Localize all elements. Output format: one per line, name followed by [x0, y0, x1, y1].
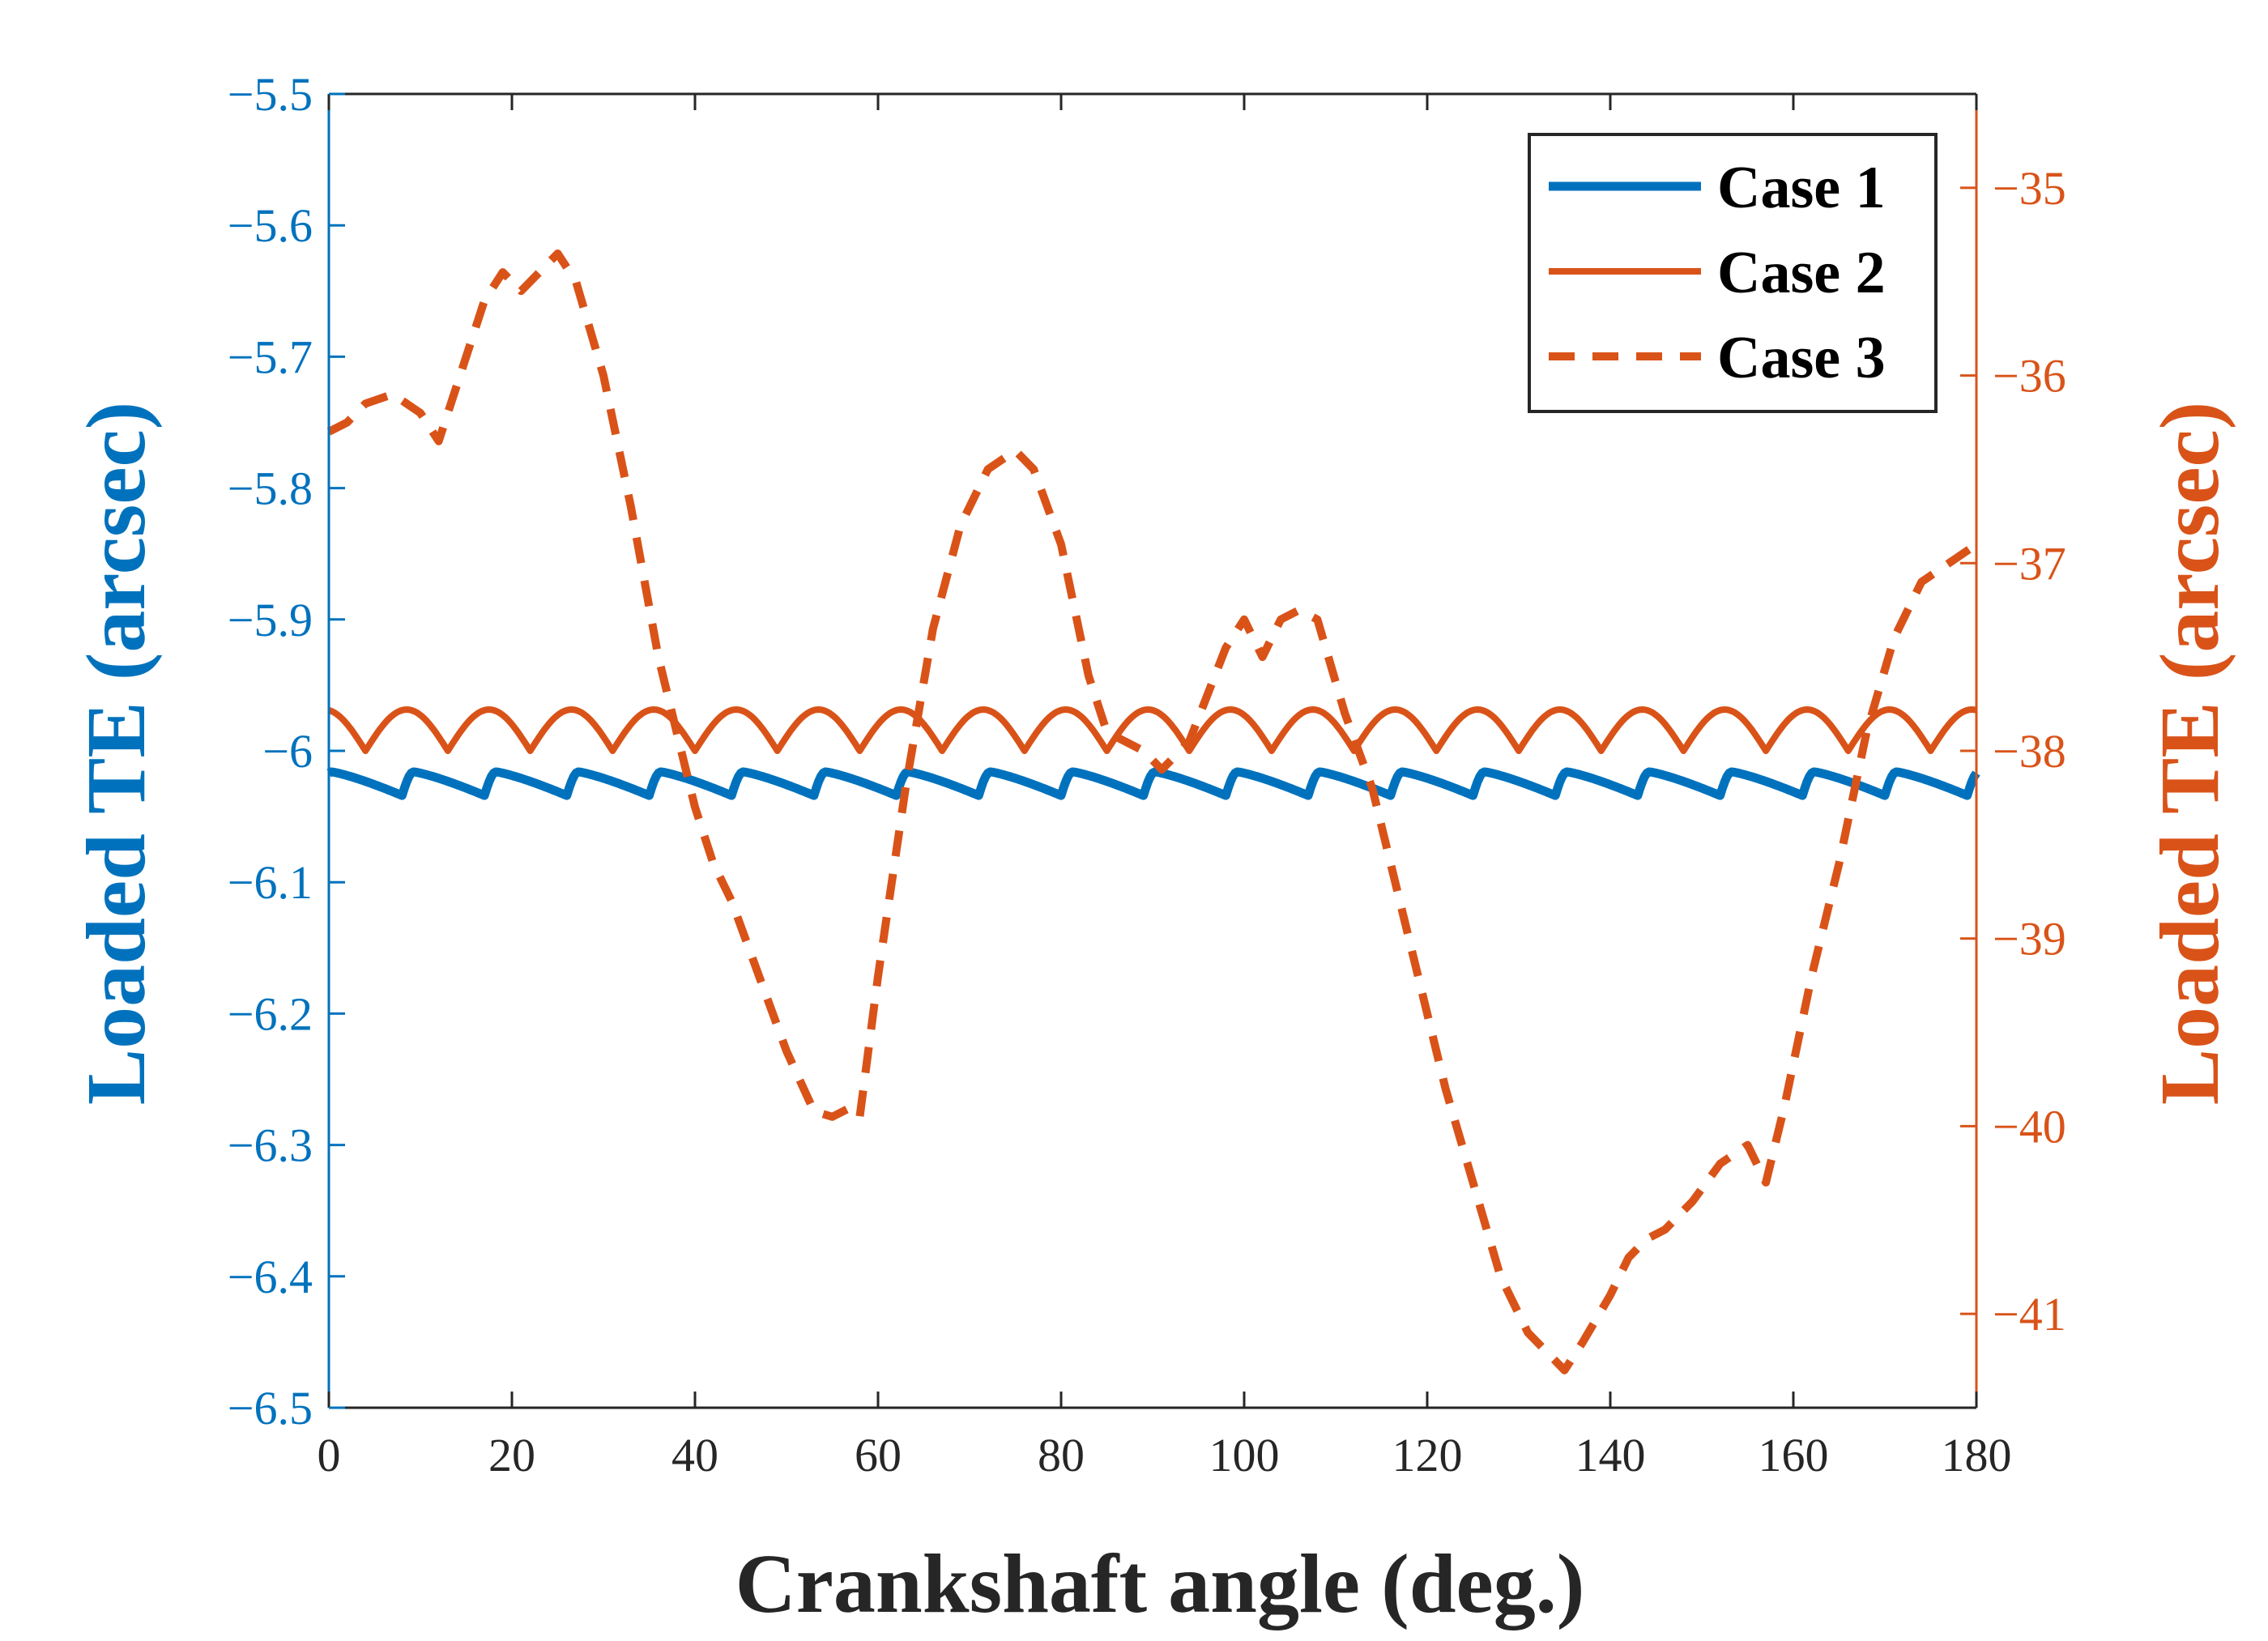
y-right-tick-label: −36 — [1993, 350, 2066, 403]
y-left-tick-label: −6.3 — [228, 1119, 313, 1172]
y-left-tick-label: −6.2 — [228, 987, 313, 1040]
y-left-tick-label: −6.4 — [228, 1251, 313, 1303]
y-right-tick-label: −41 — [1993, 1288, 2066, 1341]
x-tick-label: 40 — [671, 1429, 718, 1481]
y-left-tick-label: −5.8 — [228, 462, 313, 515]
y-right-tick-label: −35 — [1993, 162, 2066, 215]
y-right-tick-label: −37 — [1993, 537, 2066, 590]
x-ticks: 0 20 40 60 80 100 120 140 160 180 — [318, 94, 2012, 1481]
x-tick-label: 140 — [1575, 1429, 1646, 1481]
x-tick-label: 180 — [1942, 1429, 2012, 1481]
y-right-tick-label: −38 — [1993, 725, 2066, 778]
series-line-case-2 — [327, 706, 1978, 754]
x-tick-label: 60 — [855, 1429, 902, 1481]
plot-lines — [326, 249, 1980, 1375]
x-tick-label: 160 — [1759, 1429, 1829, 1481]
y-left-tick-label: −5.9 — [228, 594, 313, 646]
x-tick-label: 80 — [1038, 1429, 1085, 1481]
y-left-tick-label: −6.1 — [228, 856, 313, 909]
legend-label-case-2: Case 2 — [1717, 240, 1886, 306]
legend-label-case-3: Case 3 — [1717, 325, 1886, 391]
legend-label-case-1: Case 1 — [1717, 155, 1886, 221]
y-left-tick-label: −5.6 — [228, 199, 313, 252]
y-right-tick-label: −39 — [1993, 913, 2066, 965]
x-tick-label: 0 — [318, 1429, 341, 1481]
y-right-ticks: −35 −36 −37 −38 −39 −40 −41 — [1960, 162, 2066, 1341]
x-tick-label: 120 — [1392, 1429, 1463, 1481]
x-axis-title: Crankshaft angle (deg.) — [735, 1537, 1585, 1630]
series-line-case-1 — [326, 767, 1980, 800]
y-left-tick-label: −6.5 — [228, 1382, 313, 1434]
y-left-tick-label: −5.5 — [228, 68, 313, 121]
y-right-tick-label: −40 — [1993, 1100, 2066, 1153]
series-line-case-3 — [326, 249, 1979, 1375]
legend: Case 1 Case 2 Case 3 — [1528, 133, 1938, 413]
x-tick-label: 20 — [488, 1429, 535, 1481]
y-left-tick-label: −5.7 — [228, 330, 313, 383]
y-left-axis-title: Loaded TE (arcsec) — [70, 402, 163, 1106]
y-left-tick-label: −6 — [262, 725, 313, 778]
y-left-ticks: −5.5 −5.6 −5.7 −5.8 −5.9 −6 −6.1 −6.2 −6.3 −6.4 −6… — [228, 68, 345, 1434]
y-right-axis-title: Loaded TE (arcsec) — [2143, 402, 2236, 1106]
x-tick-label: 100 — [1209, 1429, 1280, 1481]
